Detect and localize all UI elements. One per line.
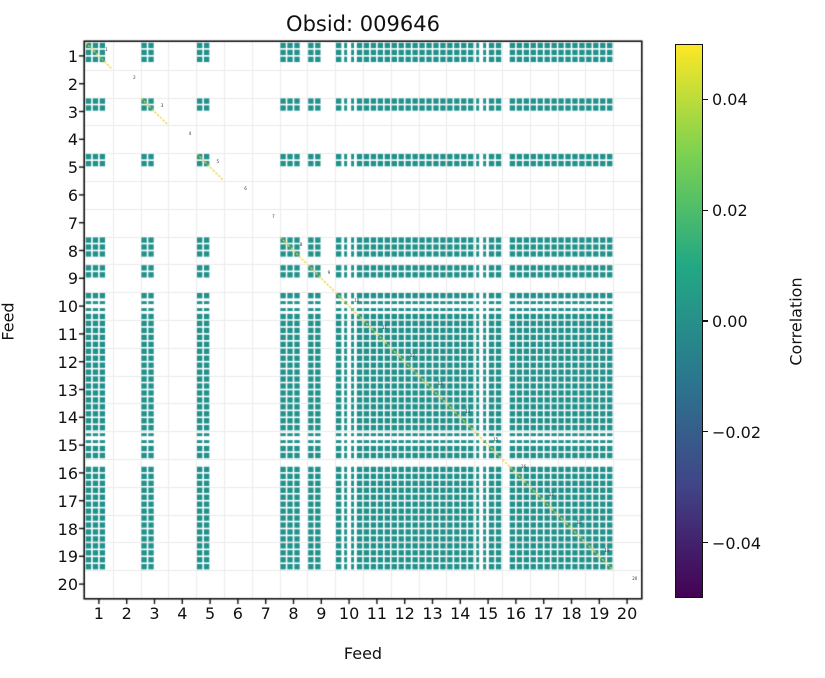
x-tick-label: 2 [121,604,132,623]
colorbar-tick-mark [703,431,708,433]
colorbar-tick-mark [703,209,708,211]
y-tick-label: 13 [57,380,78,400]
x-tick-label: 9 [316,604,327,623]
colorbar-tick-mark [703,320,708,322]
y-tick-label: 19 [57,547,78,567]
y-tick-label: 8 [67,241,78,261]
y-tick-label: 2 [67,74,78,94]
x-tick-label: 8 [288,604,299,623]
diagonal-feed-label: 13 [437,380,443,386]
y-tick-label: 9 [67,269,78,289]
colorbar-label: Correlation [786,277,806,366]
y-tick-label: 18 [57,519,78,539]
diagonal-feed-label: 14 [465,408,471,414]
colorbar [675,44,703,598]
x-tick-label: 19 [589,604,610,623]
diagonal-feed-label: 12 [409,353,415,359]
x-tick-label: 13 [422,604,443,623]
diagonal-feed-label: 4 [188,130,192,136]
diagonal-feed-label: 10 [354,297,360,303]
x-tick-label: 5 [205,604,216,623]
y-tick-label: 17 [57,491,78,511]
x-tick-label: 16 [505,604,527,623]
diagonal-feed-label: 6 [244,186,247,192]
x-tick-label: 3 [149,604,160,623]
colorbar-tick-label: 0.04 [712,90,748,110]
colorbar-tick-label: −0.02 [712,422,762,442]
x-tick-label: 20 [616,604,638,623]
y-tick-label: 4 [67,130,78,150]
y-tick-label: 11 [57,324,78,344]
y-tick-label: 6 [67,185,78,205]
y-tick-label: 3 [67,102,78,122]
y-tick-label: 15 [57,436,78,456]
y-tick-label: 10 [57,297,78,317]
x-tick-label: 1 [93,604,104,623]
diagonal-feed-label: 18 [576,519,582,525]
colorbar-tick-label: 0.00 [712,312,748,331]
y-tick-label: 20 [57,575,78,595]
diagonal-feed-label: 16 [520,464,527,470]
y-tick-label: 1 [67,46,78,66]
diagonal-feed-label: 17 [548,492,554,498]
x-tick-label: 18 [561,604,582,623]
diagonal-feed-label: 3 [160,102,164,108]
diagonal-feed-label: 9 [327,269,331,275]
diagonal-feed-label: 19 [604,547,610,553]
x-tick-label: 6 [232,604,243,623]
x-tick-label: 15 [477,604,499,623]
x-tick-label: 4 [177,604,188,623]
y-tick-label: 12 [57,352,78,372]
y-tick-label: 14 [57,408,78,428]
y-tick-label: 5 [67,158,78,178]
colorbar-tick-mark [703,542,708,544]
diagonal-feed-label: 11 [381,325,388,331]
x-tick-label: 12 [394,604,415,623]
chart-title: Obsid: 009646 [286,12,440,36]
diagonal-feed-label: 5 [216,158,220,164]
x-axis-label: Feed [343,644,383,663]
diagonal-feed-label: 8 [299,241,303,247]
x-tick-label: 14 [450,604,471,623]
diagonal-feed-label: 2 [133,75,136,81]
x-tick-label: 7 [260,604,271,623]
diagonal-feed-label: 1 [105,47,108,53]
colorbar-tick-mark [703,98,708,100]
diagonal-feed-label: 15 [493,436,499,442]
colorbar-tick-label: −0.04 [712,533,762,553]
x-tick-label: 11 [366,604,388,623]
x-tick-label: 17 [533,604,554,623]
y-tick-label: 16 [57,463,78,483]
diagonal-feed-label: 20 [632,575,638,581]
colorbar-tick-label: 0.02 [712,201,748,221]
y-axis-label: Feed [0,302,18,341]
y-tick-label: 7 [67,213,78,233]
diagonal-feed-label: 7 [272,214,275,220]
x-tick-label: 10 [338,604,360,623]
